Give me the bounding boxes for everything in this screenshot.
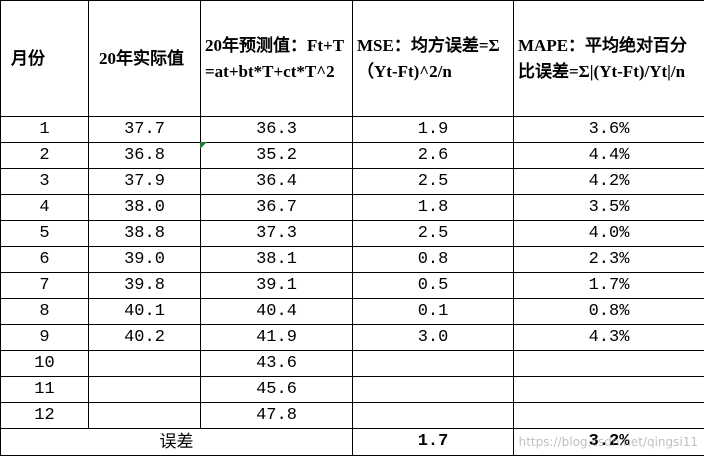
data-cell: 36.7: [201, 195, 353, 221]
data-cell: 40.2: [89, 325, 201, 351]
data-cell: 37.7: [89, 117, 201, 143]
data-cell: 1.9: [353, 117, 514, 143]
header-cell: MAPE：平均绝对百分比误差=Σ|(Yt-Ft)/Yt|/n: [514, 1, 704, 117]
data-cell: 2.3%: [514, 247, 704, 273]
data-cell: 39.1: [201, 273, 353, 299]
data-cell: 12: [1, 403, 89, 429]
data-cell: 2.6: [353, 143, 514, 169]
data-cell: 3.0: [353, 325, 514, 351]
data-cell: 3: [1, 169, 89, 195]
data-cell: 43.6: [201, 351, 353, 377]
header-cell: 月份: [1, 1, 89, 117]
data-cell: 2.5: [353, 221, 514, 247]
data-cell: 11: [1, 377, 89, 403]
cell-marker: [200, 142, 207, 149]
header-cell: 20年实际值: [89, 1, 201, 117]
data-cell: 0.5: [353, 273, 514, 299]
data-cell: 36.8: [89, 143, 201, 169]
data-cell: 39.8: [89, 273, 201, 299]
data-cell: 38.1: [201, 247, 353, 273]
data-cell: 4.4%: [514, 143, 704, 169]
data-cell: 1: [1, 117, 89, 143]
data-cell: [353, 377, 514, 403]
data-cell: 9: [1, 325, 89, 351]
data-cell: 3.5%: [514, 195, 704, 221]
header-cell: 20年预测值：Ft+T=at+bt*T+ct*T^2: [201, 1, 353, 117]
data-cell: 37.3: [201, 221, 353, 247]
data-cell: 38.8: [89, 221, 201, 247]
data-cell: 4.3%: [514, 325, 704, 351]
data-cell: 36.3: [201, 117, 353, 143]
data-cell: [514, 403, 704, 429]
data-row: 12 47.8: [1, 403, 704, 429]
data-cell: 0.8: [353, 247, 514, 273]
data-cell: 3.6%: [514, 117, 704, 143]
data-cell: 40.4: [201, 299, 353, 325]
data-cell: 4.0%: [514, 221, 704, 247]
data-cell: 7: [1, 273, 89, 299]
data-cell: 37.9: [89, 169, 201, 195]
data-cell: 4: [1, 195, 89, 221]
header-cell: MSE：均方误差=Σ（Yt-Ft)^2/n: [353, 1, 514, 117]
data-cell: 8: [1, 299, 89, 325]
data-cell: 0.1: [353, 299, 514, 325]
data-cell: 2.5: [353, 169, 514, 195]
data-cell: 10: [1, 351, 89, 377]
data-cell: 41.9: [201, 325, 353, 351]
data-cell: [353, 403, 514, 429]
data-cell: 39.0: [89, 247, 201, 273]
data-cell: [353, 351, 514, 377]
data-cell: [89, 351, 201, 377]
data-cell: [514, 351, 704, 377]
data-cell: [89, 403, 201, 429]
data-cell: [514, 377, 704, 403]
data-row: 11 45.6: [1, 377, 704, 403]
data-cell: 1.7%: [514, 273, 704, 299]
data-cell: 45.6: [201, 377, 353, 403]
data-cell: 2: [1, 143, 89, 169]
footer-label: 误差: [1, 429, 353, 456]
data-cell: 1.8: [353, 195, 514, 221]
data-cell: 36.4: [201, 169, 353, 195]
data-cell: 5: [1, 221, 89, 247]
data-cell: 0.8%: [514, 299, 704, 325]
watermark: https://blog.csdn.net/qingsi11: [519, 435, 698, 449]
data-cell: 47.8: [201, 403, 353, 429]
data-cell: 40.1: [89, 299, 201, 325]
data-cell: 38.0: [89, 195, 201, 221]
data-cell: [89, 377, 201, 403]
data-cell: 35.2: [201, 143, 353, 169]
data-cell: 6: [1, 247, 89, 273]
data-row: 10 43.6: [1, 351, 704, 377]
footer-mse: 1.7: [353, 429, 514, 456]
data-cell: 4.2%: [514, 169, 704, 195]
